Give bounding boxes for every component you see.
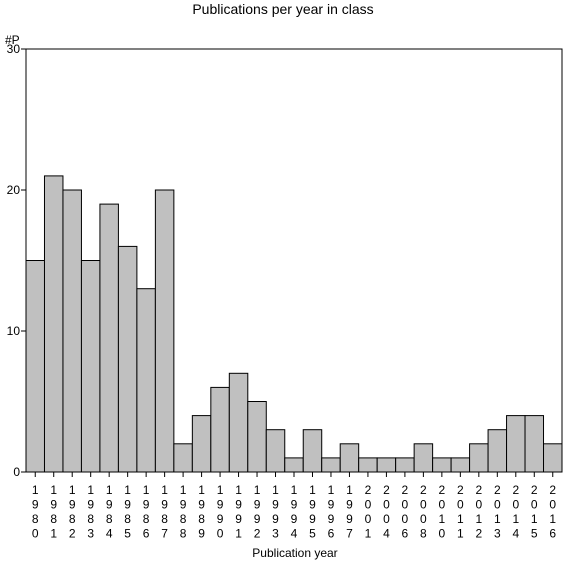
y-tick-label: 10 [7, 324, 21, 338]
bar [154, 189, 175, 473]
bar [284, 457, 304, 473]
bar [191, 415, 212, 473]
bar [173, 443, 193, 473]
bar [265, 429, 286, 473]
bar [543, 443, 563, 473]
y-tick-label: 20 [7, 183, 21, 197]
bar [25, 260, 45, 473]
bar [413, 443, 434, 473]
bar [487, 429, 508, 473]
x-axis: 1 9 8 0 1 9 8 1 1 9 8 2 1 9 8 3 1 9 8 4 1 9 8 5 1 9 8 6 1 9 8 7 1 9 8 8 1 9 8 9… [32, 472, 556, 541]
x-axis-label: Publication year [252, 546, 337, 560]
bar [117, 245, 138, 473]
bars-group [25, 175, 563, 473]
bar [99, 203, 119, 473]
bar [432, 457, 452, 473]
bar [210, 386, 230, 473]
bar [62, 189, 82, 473]
bar [469, 443, 489, 473]
bar [136, 288, 156, 473]
bar [43, 175, 64, 473]
bar [321, 457, 341, 473]
bar [506, 415, 526, 473]
bar [376, 457, 397, 473]
y-tick-label: 30 [7, 42, 21, 56]
bar [80, 260, 101, 473]
bar [524, 415, 545, 473]
y-axis: 0 10 20 30 [7, 42, 26, 479]
bar [339, 443, 360, 473]
bar [395, 457, 415, 473]
y-axis-label: #P [5, 33, 20, 47]
y-tick-label: 0 [13, 465, 20, 479]
bar [302, 429, 323, 473]
bar [358, 457, 378, 473]
bar [450, 457, 471, 473]
bar [247, 401, 267, 473]
bar [228, 372, 249, 473]
chart-title: Publications per year in class [192, 1, 373, 17]
